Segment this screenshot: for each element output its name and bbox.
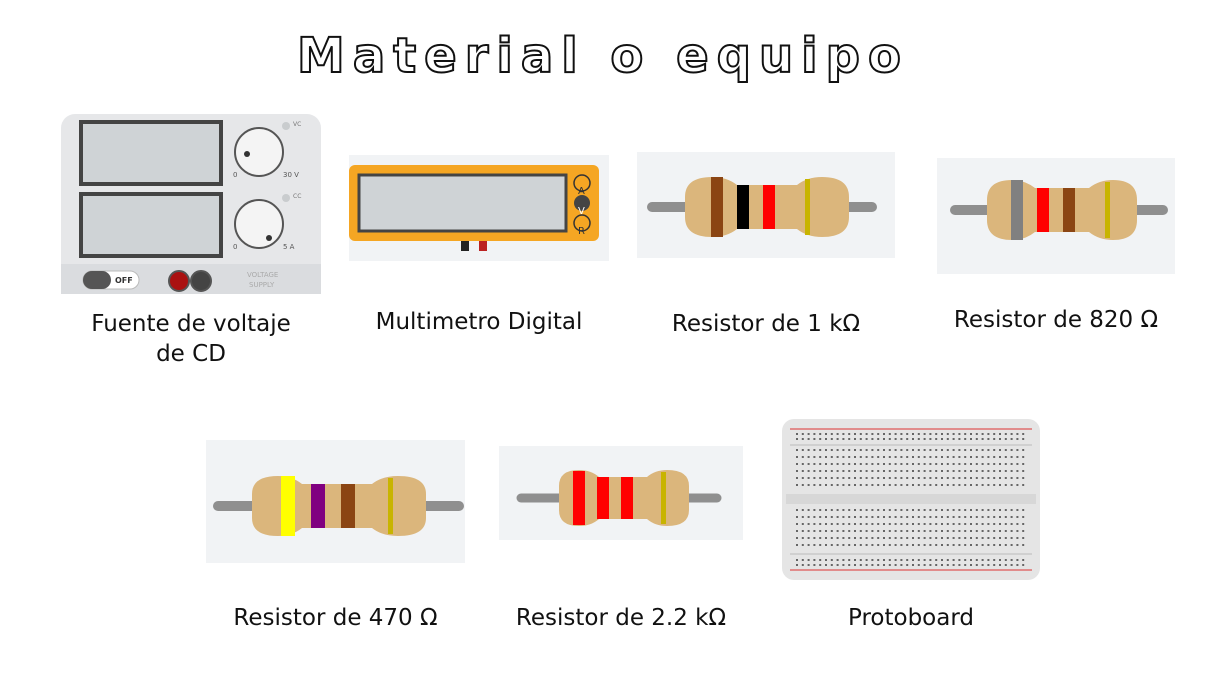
power-supply-image: 0 30 V 0 5 A VC CC OFF VOLTAGE SUPPLY xyxy=(61,114,321,294)
caption-power-supply: Fuente de voltaje de CD xyxy=(91,311,291,367)
caption-resistor-470: Resistor de 470 Ω xyxy=(233,605,438,631)
supply-brand-line2: SUPPLY xyxy=(249,281,275,289)
cc-indicator-label: CC xyxy=(293,193,302,200)
voltage-knob-min-label: 0 xyxy=(233,171,238,179)
vc-indicator-label: VC xyxy=(293,121,302,128)
protoboard-image xyxy=(782,419,1040,580)
power-switch-label: OFF xyxy=(115,276,133,285)
resistor-820-image xyxy=(937,158,1175,274)
mode-button-a: A xyxy=(578,186,585,197)
caption-resistor-2k2: Resistor de 2.2 kΩ xyxy=(515,605,727,631)
voltage-knob-max-label: 30 V xyxy=(283,171,299,179)
caption-resistor-820: Resistor de 820 Ω xyxy=(953,307,1159,333)
multimeter-image: A V R xyxy=(349,155,609,261)
resistor-470-image xyxy=(206,440,465,563)
resistor-2k2-image xyxy=(499,446,743,540)
resistor-1k-image xyxy=(637,152,895,258)
current-knob-max-label: 5 A xyxy=(283,243,295,251)
page-title: Material o equipo xyxy=(296,27,909,85)
supply-brand-line1: VOLTAGE xyxy=(247,271,279,279)
caption-protoboard: Protoboard xyxy=(848,605,974,631)
current-knob-min-label: 0 xyxy=(233,243,238,251)
caption-multimeter: Multimetro Digital xyxy=(375,309,583,335)
caption-resistor-1k: Resistor de 1 kΩ xyxy=(671,311,861,337)
mode-button-v: V xyxy=(578,206,585,217)
mode-button-r: R xyxy=(578,226,585,237)
